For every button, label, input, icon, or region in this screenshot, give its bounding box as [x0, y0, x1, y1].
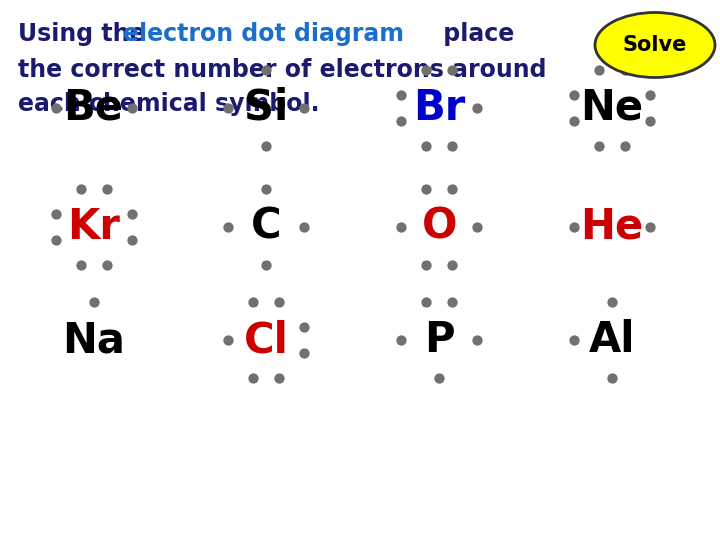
- Text: Br: Br: [413, 87, 465, 129]
- Point: [299, 104, 310, 112]
- Point: [606, 374, 618, 382]
- Point: [261, 66, 272, 75]
- Point: [420, 298, 432, 307]
- Point: [299, 349, 310, 357]
- Point: [101, 260, 112, 269]
- Text: He: He: [580, 206, 644, 248]
- Text: Cl: Cl: [244, 319, 289, 361]
- Point: [261, 141, 272, 150]
- Point: [593, 66, 605, 75]
- Point: [433, 374, 445, 382]
- Point: [568, 91, 580, 99]
- Point: [395, 117, 407, 125]
- Point: [395, 222, 407, 231]
- Text: the correct number of electrons around: the correct number of electrons around: [18, 58, 546, 82]
- Point: [619, 66, 631, 75]
- Point: [568, 117, 580, 125]
- Point: [299, 222, 310, 231]
- Point: [75, 260, 86, 269]
- Point: [606, 298, 618, 307]
- Point: [222, 336, 234, 345]
- Text: Using the: Using the: [18, 22, 154, 46]
- Text: Na: Na: [62, 319, 125, 361]
- Point: [446, 141, 458, 150]
- Point: [619, 141, 631, 150]
- Text: each chemical symbol.: each chemical symbol.: [18, 92, 320, 116]
- Point: [644, 91, 656, 99]
- Text: electron dot diagram: electron dot diagram: [123, 22, 404, 46]
- Point: [395, 91, 407, 99]
- Point: [261, 260, 272, 269]
- Point: [420, 260, 432, 269]
- Point: [88, 298, 99, 307]
- Text: Kr: Kr: [67, 206, 120, 248]
- Point: [274, 298, 285, 307]
- Point: [248, 298, 259, 307]
- Point: [101, 185, 112, 193]
- Point: [420, 185, 432, 193]
- Text: Solve: Solve: [623, 35, 687, 55]
- Point: [261, 185, 272, 193]
- Text: Be: Be: [63, 87, 124, 129]
- Text: Ne: Ne: [580, 87, 644, 129]
- Point: [644, 222, 656, 231]
- Text: O: O: [421, 206, 457, 248]
- Point: [446, 298, 458, 307]
- Point: [472, 336, 483, 345]
- Point: [222, 222, 234, 231]
- Text: P: P: [424, 319, 454, 361]
- Point: [299, 323, 310, 332]
- Text: C: C: [251, 206, 282, 248]
- Point: [50, 235, 61, 244]
- Point: [222, 104, 234, 112]
- Point: [248, 374, 259, 382]
- Point: [75, 185, 86, 193]
- Ellipse shape: [595, 12, 715, 78]
- Point: [274, 374, 285, 382]
- Point: [126, 104, 138, 112]
- Point: [568, 222, 580, 231]
- Point: [126, 235, 138, 244]
- Point: [50, 210, 61, 218]
- Point: [420, 66, 432, 75]
- Point: [126, 210, 138, 218]
- Point: [50, 104, 61, 112]
- Point: [446, 185, 458, 193]
- Point: [420, 141, 432, 150]
- Point: [446, 66, 458, 75]
- Text: Si: Si: [244, 87, 289, 129]
- Point: [472, 104, 483, 112]
- Point: [593, 141, 605, 150]
- Point: [472, 222, 483, 231]
- Text: Al: Al: [589, 319, 635, 361]
- Text: place: place: [435, 22, 514, 46]
- Point: [568, 336, 580, 345]
- Point: [395, 336, 407, 345]
- Point: [446, 260, 458, 269]
- Point: [644, 117, 656, 125]
